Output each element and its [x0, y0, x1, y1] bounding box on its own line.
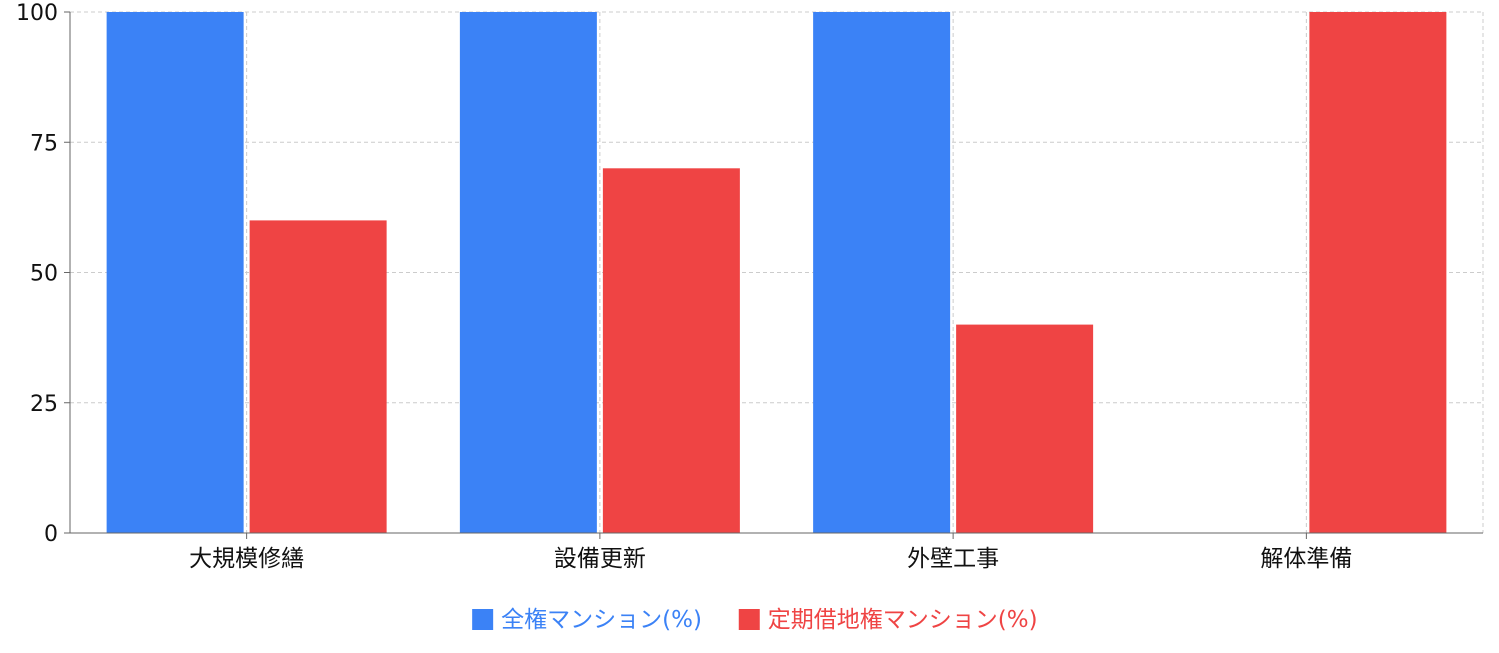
legend-label: 定期借地権マンション(%): [768, 607, 1038, 633]
bar-series-1-3[interactable]: [813, 12, 951, 533]
legend-item-1[interactable]: 全権マンション(%): [472, 607, 702, 633]
legend-swatch: [738, 609, 760, 630]
x-tick-label: 設備更新: [554, 546, 646, 572]
axes: 0 25 50 75 100 大規模修繕 設備更新 外壁工事 解体準備: [16, 1, 1483, 572]
x-tick-label: 外壁工事: [907, 546, 999, 572]
bars: [106, 12, 1447, 534]
x-tick-label: 大規模修繕: [189, 546, 304, 572]
legend: 全権マンション(%) 定期借地権マンション(%): [472, 607, 1038, 633]
bar-series-2-4[interactable]: [1309, 12, 1447, 533]
x-tick-label: 解体準備: [1260, 546, 1352, 572]
legend-swatch: [472, 609, 494, 630]
y-tick-label: 50: [30, 262, 58, 287]
bar-series-1-2[interactable]: [459, 12, 597, 533]
bar-series-1-1[interactable]: [106, 12, 244, 533]
bar-series-2-3[interactable]: [956, 324, 1094, 533]
bar-series-2-1[interactable]: [249, 220, 387, 533]
y-tick-label: 25: [30, 392, 58, 417]
legend-item-2[interactable]: 定期借地権マンション(%): [738, 607, 1038, 633]
y-tick-label: 100: [16, 1, 58, 26]
legend-label: 全権マンション(%): [501, 607, 702, 633]
bar-series-2-2[interactable]: [602, 168, 740, 534]
y-tick-label: 75: [30, 131, 58, 156]
y-tick-label: 0: [44, 522, 58, 547]
